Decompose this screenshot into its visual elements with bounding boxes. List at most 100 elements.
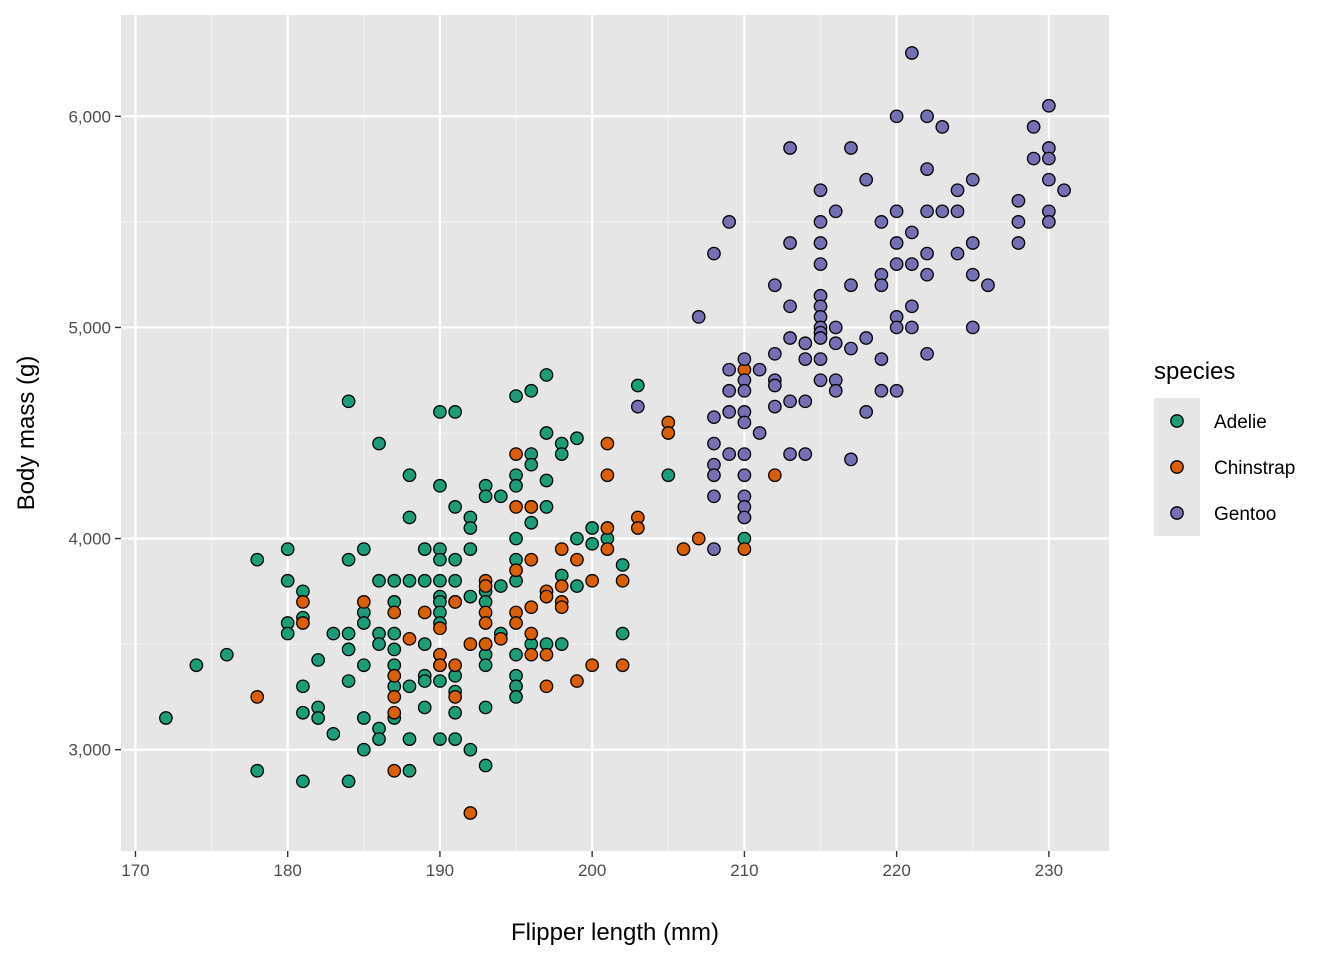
data-point-chinstrap [737,542,752,556]
data-point-gentoo [813,331,828,345]
data-point-chinstrap [539,679,554,694]
data-point-gentoo [844,278,858,293]
data-point-adelie [524,457,539,472]
data-point-gentoo [783,394,797,409]
data-point-adelie [448,552,463,567]
data-point-gentoo [783,141,797,155]
data-point-chinstrap [387,605,402,620]
data-point-adelie [280,626,295,641]
data-point-adelie [219,647,234,662]
data-point-chinstrap [524,600,539,615]
data-point-adelie [280,542,295,556]
data-point-adelie [615,626,630,641]
data-point-chinstrap [509,563,523,578]
data-point-adelie [554,637,569,651]
data-point-gentoo [1042,98,1056,113]
data-point-adelie [189,658,204,673]
data-point-gentoo [1011,215,1026,229]
data-point-adelie [478,658,493,673]
data-point-chinstrap [296,616,310,630]
data-point-adelie [433,552,447,567]
major-gridlines [121,15,1109,851]
data-point-adelie [417,542,432,556]
data-point-chinstrap [356,595,371,609]
data-point-gentoo [844,452,858,467]
data-point-gentoo [905,299,919,314]
data-point-gentoo [828,383,843,398]
data-point-gentoo [722,447,737,461]
data-point-gentoo [889,109,904,124]
data-point-adelie [539,426,554,440]
data-point-chinstrap [387,668,402,683]
data-point-gentoo [905,257,919,271]
data-point-adelie [463,521,478,535]
data-point-chinstrap [463,806,478,820]
data-point-gentoo [798,352,813,366]
data-point-gentoo [859,172,874,187]
data-point-chinstrap [509,616,523,630]
x-tick-label: 180 [274,861,302,880]
legend-key-point-chinstrap [1170,460,1184,474]
data-point-gentoo [920,162,934,176]
data-point-gentoo [798,394,813,409]
data-point-gentoo [783,236,797,250]
data-point-gentoo [630,399,645,414]
x-tick-label: 190 [426,861,454,880]
x-tick-label: 170 [121,861,149,880]
data-point-gentoo [707,468,721,483]
data-point-adelie [433,405,447,419]
data-point-gentoo [813,236,828,250]
data-point-adelie [356,616,371,630]
data-point-gentoo [950,183,965,198]
data-point-gentoo [813,183,828,198]
data-point-adelie [296,679,310,694]
data-point-gentoo [813,215,828,229]
data-point-adelie [250,552,265,567]
data-point-chinstrap [585,573,600,588]
data-point-adelie [417,700,432,715]
data-point-adelie [448,500,463,514]
data-point-adelie [417,637,432,651]
data-point-gentoo [965,172,980,187]
data-point-chinstrap [387,763,402,778]
data-point-gentoo [707,436,721,451]
data-point-adelie [387,573,402,588]
data-point-adelie [661,468,676,483]
data-point-adelie [509,389,523,403]
data-point-adelie [296,774,310,789]
data-point-gentoo [722,405,737,419]
data-point-gentoo [737,415,752,430]
data-point-chinstrap [448,658,463,673]
data-point-gentoo [1026,151,1041,166]
data-point-adelie [585,521,600,535]
data-point-gentoo [935,204,950,219]
data-point-adelie [433,573,447,588]
x-tick-label: 210 [730,861,758,880]
data-point-gentoo [798,447,813,461]
y-tick-label: 5,000 [68,318,111,337]
data-point-gentoo [783,447,797,461]
data-point-adelie [341,774,356,789]
data-point-gentoo [889,320,904,335]
data-point-chinstrap [539,589,554,604]
data-point-gentoo [767,346,782,361]
data-point-gentoo [950,204,965,219]
data-point-adelie [341,674,356,688]
data-point-adelie [493,579,508,593]
data-point-adelie [433,732,447,746]
data-point-gentoo [783,299,797,314]
data-point-adelie [280,573,295,588]
data-point-chinstrap [630,521,645,535]
data-point-gentoo [920,346,934,361]
data-point-adelie [296,705,310,720]
data-point-gentoo [889,257,904,271]
minor-gridlines [121,15,1109,851]
data-point-gentoo [965,236,980,250]
data-point-gentoo [828,320,843,335]
data-point-adelie [341,552,356,567]
data-point-gentoo [707,410,721,425]
data-point-adelie [554,447,569,461]
data-points [159,46,1071,820]
data-point-gentoo [813,373,828,388]
data-point-adelie [524,383,539,398]
